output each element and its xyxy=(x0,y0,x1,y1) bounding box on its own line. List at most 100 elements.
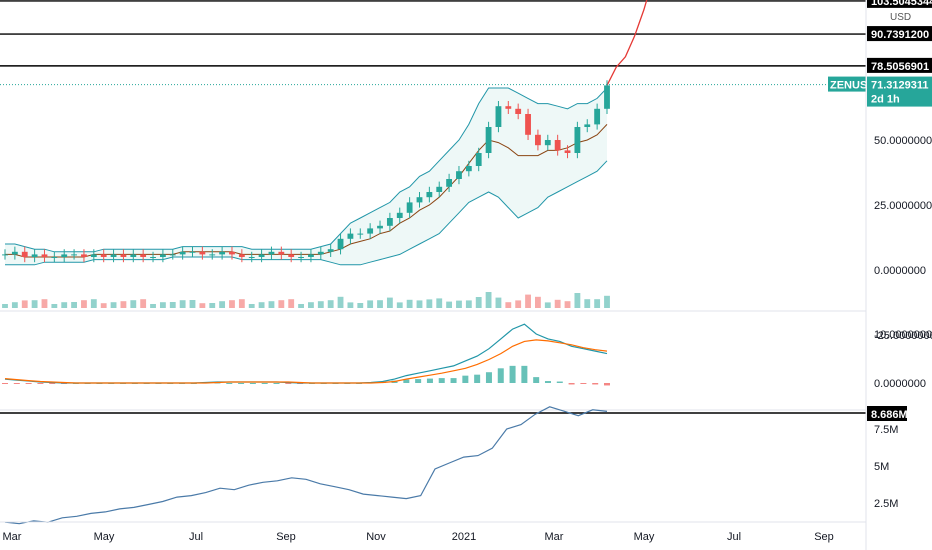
level-tag xyxy=(867,0,932,8)
price-axis[interactable]: 200.0000000175.0000000125.000000050.0000… xyxy=(874,0,932,510)
volume-bar xyxy=(41,299,48,308)
time-axis[interactable]: Mar May Jul Sep Nov 2021 Mar May Jul Sep xyxy=(3,531,834,543)
macd-bar xyxy=(462,375,469,383)
volume-bar xyxy=(11,302,18,308)
volume-bar xyxy=(456,300,462,308)
time-tick-label: Mar xyxy=(3,531,22,543)
candle-body xyxy=(31,254,38,257)
obv-line xyxy=(4,406,608,525)
volume-bar xyxy=(169,302,176,308)
volume-bar xyxy=(495,297,502,308)
volume-bar xyxy=(100,303,107,308)
volume-bar xyxy=(406,299,413,308)
candle-body xyxy=(446,179,453,187)
candle-body xyxy=(159,254,166,257)
volume-bar xyxy=(71,302,77,308)
price-pane[interactable]: 145.3128536142.5471288103.504534490.7391… xyxy=(0,0,932,421)
level-tag-label: 103.5045344 xyxy=(871,0,932,8)
obv-pane[interactable] xyxy=(4,406,608,525)
volume-bar xyxy=(81,300,87,308)
candle-body xyxy=(367,228,374,234)
volume-bar xyxy=(525,294,531,308)
macd-bar xyxy=(509,365,516,383)
volume-bar xyxy=(238,299,245,308)
volume-bar xyxy=(51,304,58,308)
volume-bar xyxy=(120,301,127,308)
volume-bar xyxy=(535,296,541,308)
candle-body xyxy=(475,153,482,166)
candle-body xyxy=(396,212,403,218)
obv-tag-label: 8.686M xyxy=(871,409,908,421)
macd-bar xyxy=(249,383,256,384)
volume-bar xyxy=(130,300,137,308)
price-series xyxy=(5,0,648,266)
candle-body xyxy=(150,257,156,258)
volume-bar xyxy=(357,303,364,308)
volume-bar xyxy=(485,292,492,308)
volume-bar xyxy=(327,300,334,308)
volume-bar xyxy=(90,299,97,308)
candle-body xyxy=(258,254,265,257)
price-tick-label: 50.0000000 xyxy=(874,135,932,147)
volume-bar xyxy=(347,302,354,308)
volume-bar xyxy=(229,300,235,308)
volume-bar xyxy=(475,297,482,308)
candle-body xyxy=(554,140,561,151)
candle-body xyxy=(41,254,48,257)
volume-bar xyxy=(61,302,68,308)
obv-tick-label: 5M xyxy=(874,461,889,473)
candle-body xyxy=(2,254,8,256)
time-tick-label: Jul xyxy=(727,531,741,543)
candle-body xyxy=(140,254,147,257)
macd-bar xyxy=(450,378,457,383)
volume-bar xyxy=(574,293,581,308)
macd-line xyxy=(4,323,608,384)
volume-bar xyxy=(288,299,295,308)
candle-body xyxy=(169,254,176,256)
candle-body xyxy=(81,254,87,257)
volume-bar xyxy=(416,300,423,308)
macd-bar xyxy=(25,383,32,384)
candle-body xyxy=(604,85,610,109)
candle-body xyxy=(525,114,531,135)
candles xyxy=(2,80,610,263)
candle-body xyxy=(535,134,541,146)
candle-body xyxy=(219,251,226,255)
volume-bar xyxy=(199,303,206,308)
volume-bar xyxy=(446,301,453,308)
volume-bar xyxy=(219,301,226,308)
time-tick-label: May xyxy=(634,531,655,543)
volume-bar xyxy=(367,300,374,308)
volume-bar xyxy=(189,300,196,308)
candle-body xyxy=(327,249,334,252)
macd-lines xyxy=(4,323,608,384)
time-tick-label: Nov xyxy=(366,531,386,543)
candle-body xyxy=(485,127,492,153)
volume-bar xyxy=(554,299,561,308)
horizontal-level-lines[interactable]: 145.3128536142.5471288103.504534490.7391… xyxy=(0,0,932,421)
candle-body xyxy=(110,254,117,257)
candle-body xyxy=(90,254,97,257)
macd-pane[interactable] xyxy=(2,323,610,386)
candle-body xyxy=(584,124,591,127)
macd-bar xyxy=(13,383,20,384)
candle-body xyxy=(248,257,255,258)
price-tick-label: 0.0000000 xyxy=(874,265,926,277)
macd-bar xyxy=(521,365,528,383)
candle-body xyxy=(21,251,28,257)
volume-bar xyxy=(436,298,443,308)
macd-bar xyxy=(568,383,575,385)
time-tick-label: Sep xyxy=(814,531,834,543)
level-tag xyxy=(867,26,932,42)
volume-bar xyxy=(298,304,304,308)
volume-bar xyxy=(248,304,255,308)
time-tick-label: May xyxy=(94,531,115,543)
candle-body xyxy=(229,251,235,255)
candle-body xyxy=(51,257,58,258)
signal-line xyxy=(4,339,608,384)
candle-body xyxy=(317,251,324,255)
volume-bar xyxy=(110,302,117,308)
candle-body xyxy=(436,186,443,192)
candle-body xyxy=(199,251,206,255)
